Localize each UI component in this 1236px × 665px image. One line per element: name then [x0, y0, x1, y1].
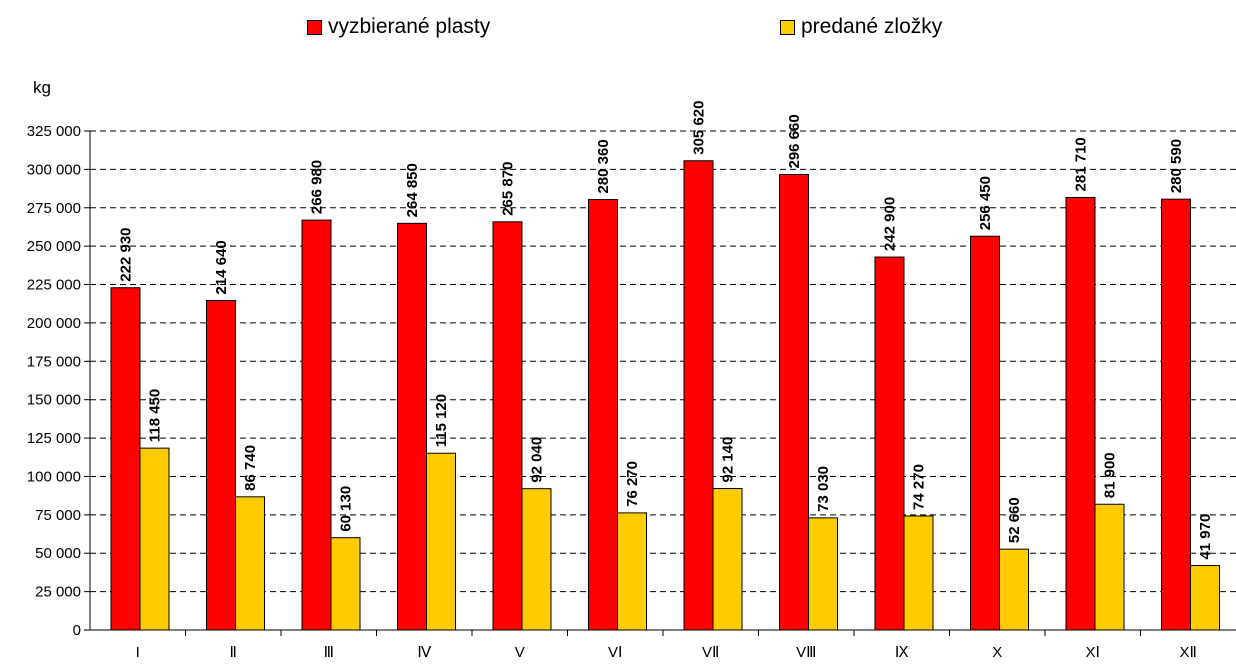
data-label: 92 040	[529, 437, 546, 483]
bar-zlozky	[235, 496, 265, 631]
bar-zlozky	[1190, 565, 1220, 631]
x-tick-label: Ⅸ	[895, 644, 909, 661]
data-label: 280 590	[1168, 139, 1185, 193]
bar-plasty	[206, 299, 236, 631]
data-label: 280 360	[595, 139, 612, 193]
y-tick-label: 250 000	[27, 238, 81, 255]
data-label: 86 740	[242, 445, 259, 491]
bar-plasty	[683, 160, 714, 631]
y-tick-label: 175 000	[27, 353, 81, 370]
y-tick-label: 75 000	[35, 507, 81, 524]
y-tick-label: 275 000	[27, 200, 81, 217]
bar-plasty	[779, 174, 809, 631]
y-tick-label: 0	[73, 622, 81, 639]
data-label: 222 930	[118, 227, 135, 281]
data-label: 305 620	[691, 101, 708, 155]
data-label: 296 660	[786, 114, 803, 168]
x-tick-label: Ⅳ	[417, 644, 431, 661]
x-tick-label: Ⅲ	[324, 644, 334, 661]
y-tick-label: 25 000	[35, 584, 81, 601]
y-tick-label: 125 000	[27, 430, 81, 447]
x-tick-label: Ⅱ	[230, 644, 237, 661]
legend-label-series1: vyzbierané plasty	[328, 15, 491, 38]
x-tick-label: X	[992, 644, 1002, 661]
x-tick-label: XⅠ	[1086, 644, 1100, 661]
bar-plasty	[874, 256, 905, 631]
data-label: 60 130	[338, 486, 355, 532]
bar-zlozky	[808, 517, 838, 631]
legend-label-series2: predané zložky	[801, 15, 943, 38]
bar-plasty	[397, 222, 427, 631]
legend-swatch-yellow	[780, 19, 795, 35]
bar-plasty	[970, 235, 1000, 631]
y-tick-label: 150 000	[27, 392, 81, 409]
y-tick-label: 100 000	[27, 468, 81, 485]
bar-zlozky	[903, 515, 934, 631]
bar-zlozky	[1094, 503, 1125, 631]
bar-zlozky	[139, 447, 170, 631]
data-label: 242 900	[882, 197, 899, 251]
y-tick-label: 325 000	[27, 123, 81, 140]
legend-item-series1: vyzbierané plasty	[307, 12, 490, 42]
y-tick-label: 50 000	[35, 545, 81, 562]
data-label: 76 270	[624, 461, 641, 507]
data-label: 92 140	[720, 437, 737, 483]
data-label: 118 450	[147, 389, 164, 442]
bar-plasty	[1065, 196, 1096, 631]
data-label: 81 900	[1102, 452, 1119, 498]
bar-plasty	[588, 199, 618, 631]
bar-zlozky	[330, 537, 361, 631]
bar-zlozky	[999, 548, 1029, 631]
bar-zlozky	[521, 488, 552, 631]
data-label: 41 970	[1197, 514, 1214, 560]
legend-swatch-red	[307, 19, 322, 35]
y-axis-unit-label: kg	[33, 78, 51, 97]
data-label: 264 850	[404, 163, 421, 217]
data-label: 115 120	[433, 394, 450, 447]
bar-plasty	[492, 221, 523, 631]
bar-plasty	[110, 287, 141, 631]
legend-item-series2: predané zložky	[780, 12, 942, 42]
y-tick-label: 200 000	[27, 315, 81, 332]
y-tick-label: 225 000	[27, 277, 81, 294]
bar-plasty	[1161, 198, 1191, 631]
data-label: 73 030	[815, 466, 832, 512]
x-tick-label: V	[515, 644, 525, 661]
x-tick-label: I	[136, 644, 140, 661]
bar-plasty	[301, 219, 332, 631]
x-tick-label: VⅢ	[796, 644, 816, 661]
data-label: 74 270	[911, 464, 928, 510]
data-label: 214 640	[213, 240, 230, 294]
data-label: 52 660	[1006, 497, 1023, 543]
bar-zlozky	[712, 488, 743, 631]
bar-zlozky	[426, 452, 456, 631]
x-tick-label: VⅡ	[702, 644, 719, 661]
data-label: 281 710	[1073, 137, 1090, 191]
x-tick-label: VⅠ	[608, 644, 622, 661]
bar-zlozky	[617, 512, 647, 631]
data-label: 265 870	[500, 162, 517, 216]
data-label: 256 450	[977, 176, 994, 230]
x-tick-label: XⅡ	[1180, 644, 1197, 661]
data-label: 266 980	[309, 160, 326, 214]
y-tick-label: 300 000	[27, 161, 81, 178]
